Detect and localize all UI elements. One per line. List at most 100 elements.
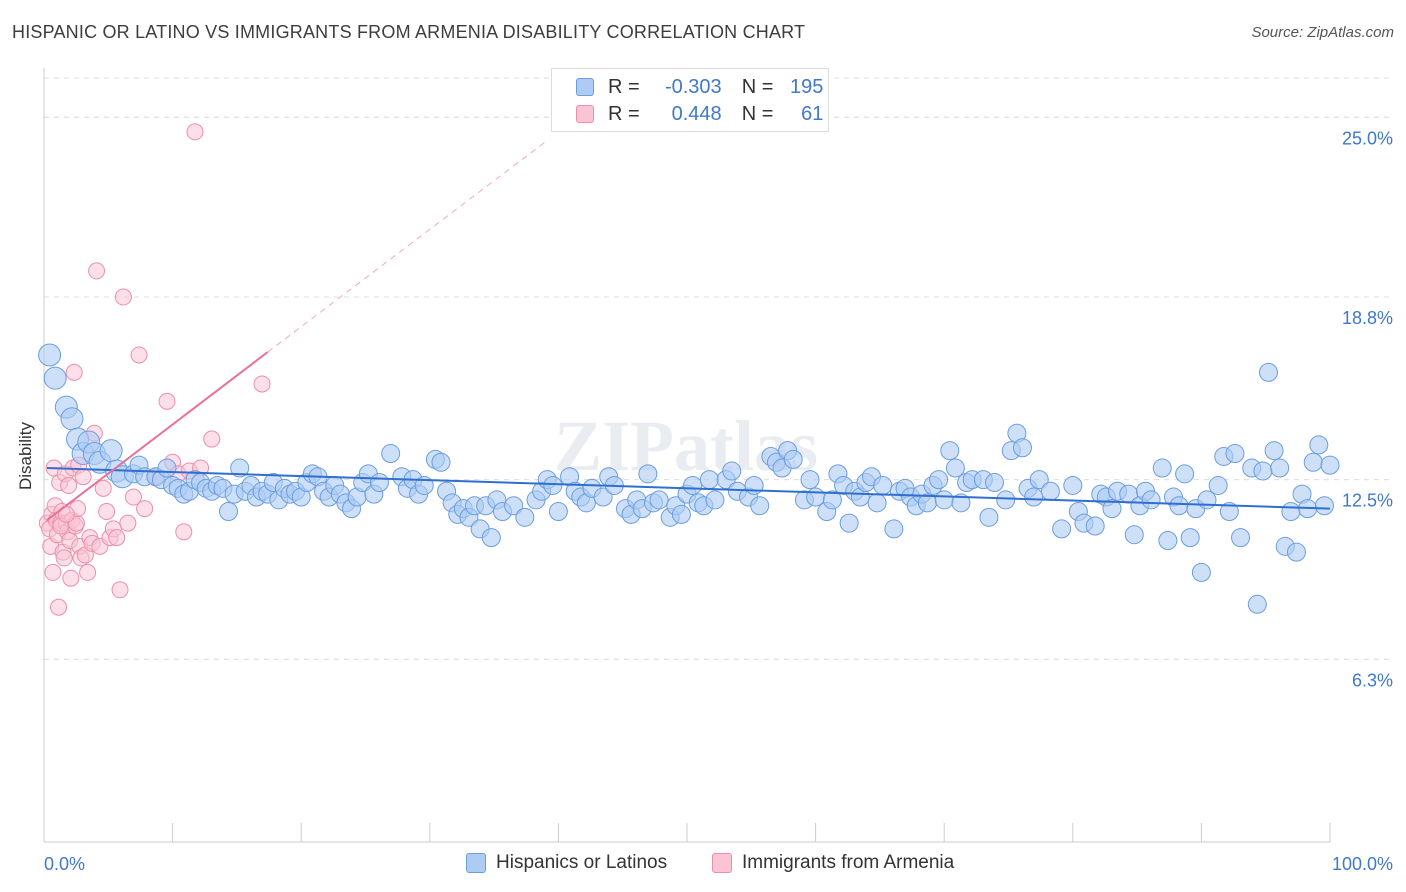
armenia-point	[60, 476, 78, 494]
armenia-trend-extension	[267, 140, 548, 353]
legend-row-hispanic: R = -0.303 N = 195	[576, 75, 823, 99]
armenia-point	[65, 363, 83, 381]
hispanic-point	[1169, 496, 1189, 516]
hispanic-point	[1309, 435, 1329, 455]
hispanic-point	[884, 519, 904, 539]
armenia-point	[253, 375, 271, 393]
n-label: N =	[741, 75, 774, 98]
hispanic-point	[1314, 496, 1334, 516]
hispanic-point	[1012, 438, 1032, 458]
hispanic-point	[504, 496, 524, 516]
hispanic-point	[722, 461, 742, 481]
hispanic-point	[1029, 470, 1049, 490]
hispanic-point	[783, 449, 803, 469]
hispanic-point	[1258, 362, 1278, 382]
hispanic-point	[1024, 487, 1044, 507]
hispanic-point	[543, 475, 563, 495]
blue-swatch	[466, 853, 486, 873]
hispanic-trend-line	[46, 467, 1331, 510]
hispanic-point	[839, 513, 859, 533]
armenia-point	[119, 514, 137, 532]
n-value: 195	[790, 75, 824, 98]
hispanic-point	[1052, 519, 1072, 539]
legend-label-armenia: Immigrants from Armenia	[742, 852, 955, 873]
hispanic-point	[800, 470, 820, 490]
hispanic-point	[548, 502, 568, 522]
hispanic-point	[1264, 441, 1284, 461]
hispanic-point	[979, 507, 999, 527]
tick-labels: 6.3% 12.5% 18.8% 25.0% 0.0% 100.0%	[44, 128, 1393, 874]
armenia-point	[186, 123, 204, 141]
legend-row-armenia: R = 0.448 N = 61	[576, 102, 823, 126]
hispanic-point	[593, 487, 613, 507]
hispanic-point	[750, 496, 770, 516]
hispanic-point	[1247, 594, 1267, 614]
hispanic-point	[951, 493, 971, 513]
hispanic-point	[1102, 499, 1122, 519]
hispanic-point	[431, 452, 451, 472]
hispanic-point	[705, 490, 725, 510]
hispanic-point	[1286, 542, 1306, 562]
hispanic-point	[744, 475, 764, 495]
hispanic-point	[60, 407, 84, 431]
hispanic-point	[1191, 562, 1211, 582]
hispanic-point	[934, 490, 954, 510]
hispanic-point	[873, 475, 893, 495]
hispanic-point	[1320, 455, 1340, 475]
legend-item-armenia[interactable]: Immigrants from Armenia	[712, 852, 954, 874]
axes	[43, 68, 1331, 843]
hispanic-points	[38, 343, 1340, 614]
n-value: 61	[801, 102, 824, 125]
armenia-point	[130, 346, 148, 364]
hispanic-point	[996, 490, 1016, 510]
armenia-point	[88, 262, 106, 280]
armenia-point	[114, 288, 132, 306]
armenia-trend-line	[46, 351, 269, 522]
armenia-point	[203, 430, 221, 448]
armenia-points	[38, 123, 271, 616]
hispanic-point	[230, 458, 250, 478]
hispanic-point	[867, 493, 887, 513]
x-tick-label: 0.0%	[44, 854, 85, 874]
armenia-point	[124, 488, 142, 506]
hispanic-point	[219, 502, 239, 522]
hispanic-point	[945, 458, 965, 478]
hispanic-point	[1197, 490, 1217, 510]
hispanic-point	[985, 473, 1005, 493]
hispanic-point	[1225, 444, 1245, 464]
armenia-point	[94, 479, 112, 497]
hispanic-point	[1270, 458, 1290, 478]
hispanic-point	[1040, 481, 1060, 501]
r-value: 0.448	[671, 102, 722, 125]
source-label: Source: ZipAtlas.com	[1251, 24, 1394, 41]
legend-label-hispanic: Hispanics or Latinos	[496, 852, 668, 873]
y-tick-label: 6.3%	[1352, 670, 1393, 690]
hispanic-point	[1231, 528, 1251, 548]
armenia-point	[55, 549, 73, 567]
armenia-point	[175, 523, 193, 541]
armenia-point	[158, 392, 176, 410]
hispanic-point	[929, 470, 949, 490]
hispanic-point	[1219, 502, 1239, 522]
hispanic-point	[1208, 475, 1228, 495]
hispanic-point	[43, 366, 67, 390]
hispanic-point	[157, 458, 177, 478]
armenia-point	[136, 500, 154, 518]
hispanic-point	[515, 507, 535, 527]
blue-swatch	[576, 78, 594, 96]
hispanic-point	[699, 470, 719, 490]
pink-swatch	[712, 853, 732, 873]
r-label: R =	[608, 102, 640, 125]
armenia-point	[111, 581, 129, 599]
hispanic-point	[38, 343, 62, 367]
y-tick-label: 25.0%	[1342, 128, 1393, 148]
r-label: R =	[608, 75, 640, 98]
x-tick-label: 100.0%	[1332, 854, 1393, 874]
chart-title: HISPANIC OR LATINO VS IMMIGRANTS FROM AR…	[12, 22, 806, 42]
hispanic-point	[806, 487, 826, 507]
hispanic-point	[1303, 452, 1323, 472]
r-value: -0.303	[664, 75, 722, 98]
hispanic-point	[1180, 528, 1200, 548]
legend-item-hispanic[interactable]: Hispanics or Latinos	[466, 852, 667, 874]
hispanic-point	[1281, 502, 1301, 522]
